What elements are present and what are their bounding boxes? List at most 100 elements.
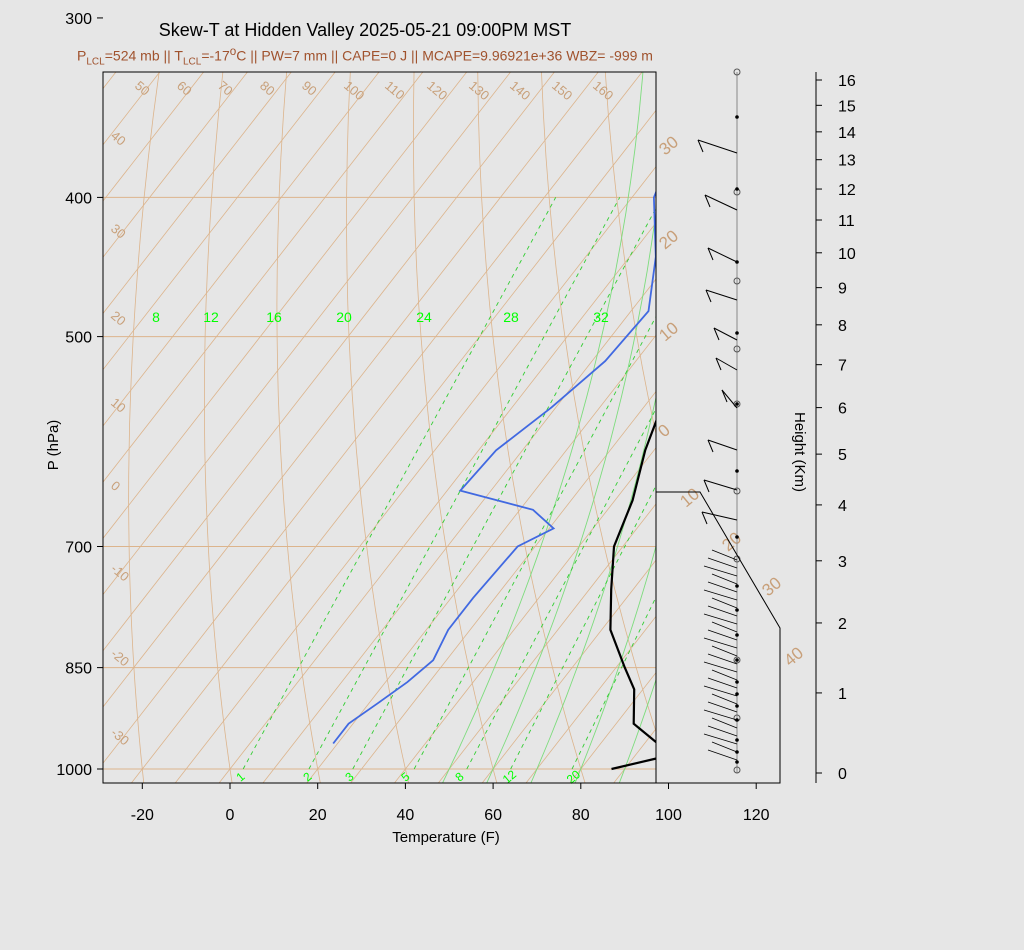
dry-adiabat-line <box>477 72 586 783</box>
wind-speed-label: 30 <box>758 573 785 600</box>
x-axis-label: Temperature (F) <box>392 829 500 846</box>
wind-level-dot <box>735 584 739 588</box>
wind-barb <box>707 629 738 641</box>
dry-adiabat-line <box>713 0 946 799</box>
wind-barb <box>707 725 738 737</box>
wind-barb <box>703 637 738 649</box>
wind-barb <box>703 589 738 601</box>
moist-adiabat-line <box>658 0 779 799</box>
y-tick-label: 500 <box>65 330 92 347</box>
wind-level-dot <box>735 633 739 637</box>
height-tick-label: 12 <box>838 182 856 199</box>
height-axis-label: Height (Km) <box>791 412 808 492</box>
dry-adiabat-line <box>128 72 160 783</box>
wind-barb-flag <box>701 511 708 525</box>
wind-barb <box>711 621 738 633</box>
wind-barb <box>711 549 738 561</box>
isotherm-line <box>131 109 656 783</box>
wind-barb <box>711 597 738 609</box>
y-tick-label: 1000 <box>56 762 92 779</box>
moist-adiabat-line <box>574 544 656 783</box>
wind-level-circle <box>733 766 741 774</box>
wind-level-dot <box>735 692 739 696</box>
dry-adiabat-line <box>657 0 857 799</box>
dry-adiabat-line <box>604 72 656 436</box>
wetbulb-label: 32 <box>593 309 609 325</box>
wind-speed-label: 20 <box>655 226 682 253</box>
wind-level-dot <box>735 760 739 764</box>
dewpoint-profile-line <box>332 189 656 745</box>
wind-speed-label: 40 <box>780 643 807 670</box>
wind-level-circle <box>733 656 741 664</box>
wind-barb <box>707 557 738 569</box>
isotherm-line <box>0 72 28 783</box>
wind-barb <box>703 479 738 491</box>
wind-barb-flag <box>697 139 704 153</box>
wind-level-dot <box>735 658 739 662</box>
isotherm-line <box>921 72 1024 783</box>
height-tick-label: 8 <box>838 318 847 335</box>
wind-barb <box>704 194 738 211</box>
grid-lines <box>0 0 1024 799</box>
height-tick-label: 16 <box>838 73 856 90</box>
wind-barb <box>711 717 738 729</box>
wind-level-dot <box>735 402 739 406</box>
y-tick-label: 700 <box>65 539 92 556</box>
wind-barb <box>703 613 738 625</box>
mixing-ratio-line <box>510 484 656 770</box>
plot-area <box>103 72 656 783</box>
wind-barb <box>715 357 738 371</box>
x-tick-label: 100 <box>655 807 682 824</box>
height-tick-label: 1 <box>838 686 847 703</box>
isotherm-line <box>306 334 656 783</box>
wind-level-circle <box>733 277 741 285</box>
moist-adiabat-line <box>693 0 801 799</box>
wind-level-dot <box>735 704 739 708</box>
wind-barb-flag <box>704 194 711 208</box>
height-tick-label: 7 <box>838 358 847 375</box>
wetbulb-label: 16 <box>266 309 282 325</box>
wind-barb <box>707 653 738 665</box>
height-tick-label: 2 <box>838 616 847 633</box>
isotherm-line <box>350 390 656 783</box>
wind-barb <box>711 573 738 585</box>
x-tick-label: 80 <box>572 807 590 824</box>
wind-barb <box>707 701 738 713</box>
isotherm-line <box>262 278 656 783</box>
wind-barb <box>703 733 738 745</box>
wetbulb-label: 24 <box>416 309 432 325</box>
isotherm-line <box>103 72 643 764</box>
temperature-profile-line <box>609 418 656 771</box>
height-tick-label: 5 <box>838 447 847 464</box>
wind-level-circle <box>733 345 741 353</box>
x-tick-label: 60 <box>484 807 502 824</box>
chart-subtitle: PLCL=524 mb || TLCL=-17oC || PW=7 mm || … <box>77 45 653 68</box>
wind-level-circle <box>733 487 741 495</box>
profiles <box>332 189 656 771</box>
isotherm-line <box>789 72 1024 783</box>
isotherm-line <box>103 72 555 652</box>
moist-adiabat-line <box>486 209 656 783</box>
moist-adiabat-line <box>618 678 656 783</box>
isotherm-line <box>833 72 1024 783</box>
height-tick-label: 11 <box>838 213 855 230</box>
isotherm-line <box>103 72 511 596</box>
height-tick-label: 13 <box>838 153 856 170</box>
height-tick-label: 14 <box>838 125 856 142</box>
isotherm-line <box>103 72 599 708</box>
y-tick-label: 300 <box>65 11 92 28</box>
height-tick-label: 4 <box>838 498 847 515</box>
dry-adiabat-line <box>412 72 498 783</box>
wind-barb-flag <box>715 357 722 371</box>
wetbulb-label: 28 <box>503 309 519 325</box>
wind-panel <box>697 68 741 774</box>
dry-adiabat-line <box>767 0 1024 799</box>
x-tick-label: 120 <box>743 807 770 824</box>
wind-barb <box>707 677 738 689</box>
wind-speed-label: 10 <box>676 484 703 511</box>
wind-level-dot <box>735 115 739 119</box>
wind-barb <box>711 645 738 657</box>
x-tick-label: 0 <box>226 807 235 824</box>
moist-adiabat-line <box>442 72 644 783</box>
dry-adiabat-line <box>920 0 1024 799</box>
